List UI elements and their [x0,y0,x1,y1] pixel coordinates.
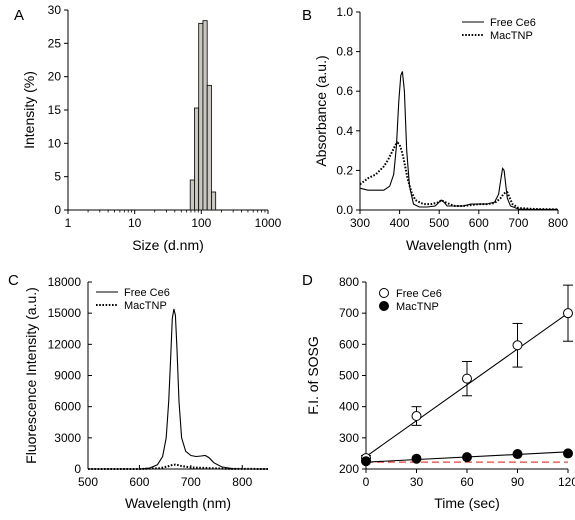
panel-letter: D [302,272,313,289]
y-tick-label: 300 [339,431,359,445]
y-tick-label: 0 [54,203,61,217]
y-tick-label: 0.2 [336,163,353,177]
y-tick-label: 15 [48,103,62,117]
y-axis-label: Fluorescence Intensity (a.u.) [23,287,39,464]
y-tick-label: 6000 [54,400,81,414]
legend-label: MacTNP [124,300,167,312]
x-tick-label: 600 [129,475,149,489]
histogram-bar [211,191,217,211]
legend-label: Free Ce6 [124,287,170,299]
y-tick-label: 0.4 [336,124,353,138]
x-tick-label: 100 [191,216,211,230]
data-point-open [462,373,472,384]
x-tick-label: 700 [181,475,201,489]
y-tick-label: 600 [339,337,359,351]
x-tick-label: 1 [65,216,72,230]
series-line-free-ce6 [88,308,268,470]
y-tick-label: 1.0 [336,5,353,19]
x-tick-label: 120 [558,475,575,489]
panel-letter: A [14,7,24,24]
x-tick-label: 500 [429,216,449,230]
series-line-free-ce6 [359,71,558,210]
data-point-filled [512,449,523,460]
data-point-open [411,411,422,422]
legend-label: MacTNP [490,30,533,42]
x-tick-label: 10 [128,216,142,230]
x-tick-label: 60 [460,475,474,489]
y-axis-label: Intensity (%) [21,71,37,149]
legend-label: Free Ce6 [490,17,536,29]
x-axis-label: Wavelength (nm) [406,237,512,253]
x-tick-label: 30 [410,475,424,489]
panel-b: B 300 400 500 600 700 800 0.0 0.2 0.4 0.6 0.8 1.0 Wav… [302,5,568,253]
y-tick-label: 0.8 [336,45,353,59]
y-tick-label: 700 [339,306,359,320]
series-line-mactnp [359,141,559,211]
histogram-bar [198,22,204,211]
data-point-filled [411,453,422,464]
y-tick-label: 200 [339,462,359,476]
data-point-open [512,340,523,351]
histogram-bar [189,179,195,211]
x-tick-label: 1000 [255,216,282,230]
histogram-bar [202,20,208,211]
y-tick-label: 9000 [54,369,81,383]
x-tick-label: 800 [548,216,568,230]
y-tick-label: 12000 [48,337,82,351]
y-axis-label: F.I. of SOSG [305,336,321,415]
panel-letter: C [8,272,19,289]
y-tick-label: 25 [48,36,62,50]
x-axis-label: Wavelength (nm) [125,495,231,511]
y-tick-label: 400 [339,400,359,414]
x-tick-label: 700 [508,216,528,230]
y-tick-label: 800 [339,275,359,289]
legend-label: MacTNP [396,301,439,313]
data-point-open [563,308,573,319]
y-axis-label: Absorbance (a.u.) [313,55,329,166]
x-tick-label: 90 [511,475,525,489]
panel-a: A 1 10 100 1000 0 5 10 15 20 25 30 Size (d.nm) Intens… [14,3,282,253]
x-tick-label: 600 [469,216,489,230]
y-tick-label: 30 [48,3,62,17]
data-point-filled [563,448,573,459]
histogram-bar [206,84,212,211]
data-point-filled [361,456,371,467]
x-axis-label: Time (sec) [434,495,500,511]
y-tick-label: 20 [48,70,62,84]
data-point-filled [462,452,472,463]
legend-marker [379,288,389,298]
legend-label: Free Ce6 [396,288,442,300]
x-axis-label: Size (d.nm) [132,237,204,253]
series-line-mactnp [88,463,269,470]
x-tick-label: 800 [232,475,252,489]
y-tick-label: 3000 [54,431,81,445]
x-tick-label: 0 [363,475,370,489]
x-tick-label: 500 [78,475,98,489]
x-tick-label: 300 [350,216,370,230]
y-tick-label: 5 [54,170,61,184]
y-tick-label: 0 [74,462,81,476]
y-tick-label: 10 [48,136,62,150]
panel-d: D 0 30 60 90 120 200 300 400 500 600 700 800 Time (se… [302,272,575,511]
y-tick-label: 15000 [48,306,82,320]
legend-marker [379,301,389,311]
y-tick-label: 500 [339,369,359,383]
y-tick-label: 0.6 [336,84,353,98]
panel-letter: B [302,7,312,24]
x-tick-label: 400 [390,216,410,230]
panel-c: C 500 600 700 800 0 3000 6000 9000 12000 15000 1800… [8,272,269,511]
y-tick-label: 0.0 [336,203,353,217]
y-tick-label: 18000 [48,275,82,289]
histogram-bar [194,107,200,211]
